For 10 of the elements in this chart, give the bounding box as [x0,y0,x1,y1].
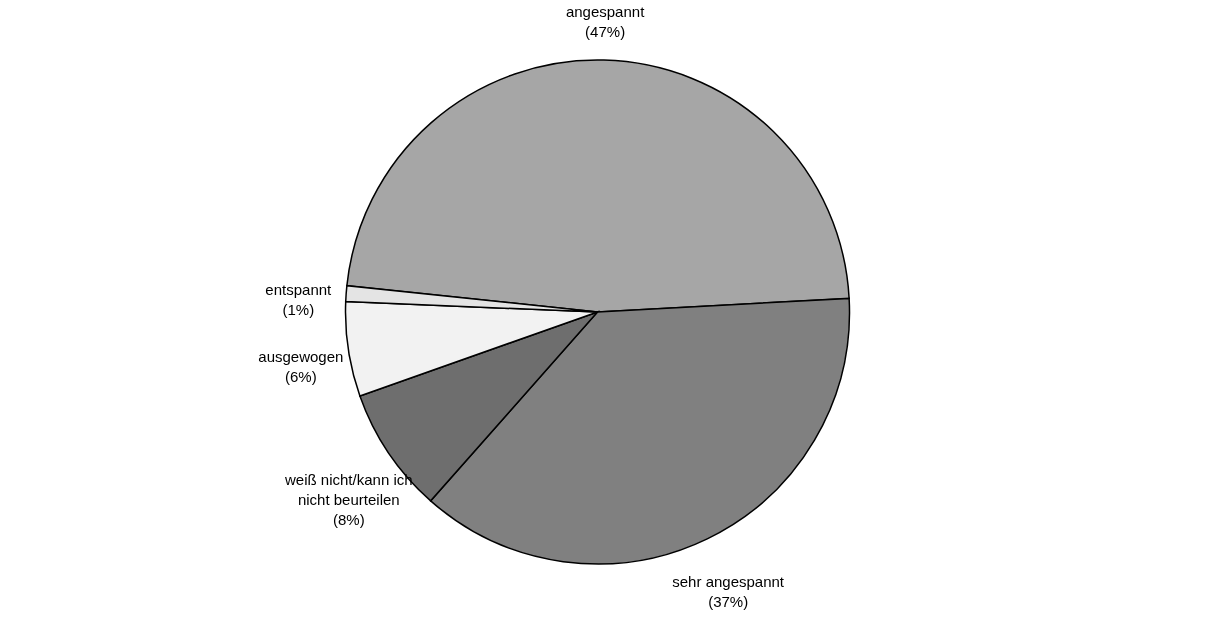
data-label: (47%) [585,23,626,41]
data-label: (6%) [284,367,317,385]
slice-label: weiß nicht/kann ich nicht beurteilen [284,470,413,508]
slice-label: angespannt [565,3,646,21]
slice-label: entspannt [265,281,333,299]
slice-label: ausgewogen [258,347,344,365]
data-label: (1%) [282,301,315,319]
slice-label: sehr angespannt [672,573,785,591]
data-label: (8%) [332,510,365,528]
data-label: (37%) [708,593,749,611]
